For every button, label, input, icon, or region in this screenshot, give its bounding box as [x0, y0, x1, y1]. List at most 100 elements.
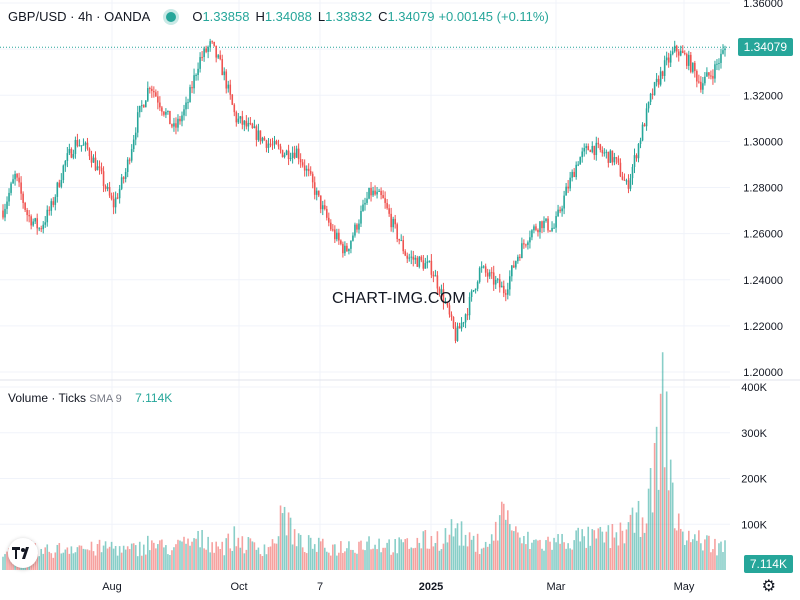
candle-body	[319, 195, 322, 210]
candle-body	[34, 218, 36, 222]
volume-bar	[40, 548, 43, 570]
volume-bar	[376, 549, 378, 570]
volume-bar	[165, 545, 167, 570]
volume-bar	[404, 539, 407, 570]
volume-bar	[54, 552, 57, 570]
candle-body	[354, 224, 356, 236]
volume-bar	[70, 546, 73, 570]
volume-bar	[149, 550, 151, 570]
candle-body	[523, 243, 525, 245]
volume-bar	[690, 542, 692, 570]
candle-body	[32, 221, 34, 226]
time-tick-label: Aug	[102, 581, 122, 593]
volume-bar	[402, 542, 405, 570]
volume-bar	[223, 555, 226, 570]
volume-bar	[167, 554, 169, 570]
candle-body	[696, 71, 698, 82]
candle-body	[456, 326, 459, 341]
change-value: +0.00145 (+0.11%)	[438, 9, 549, 24]
volume-bar	[400, 539, 403, 570]
volume-bar	[114, 545, 117, 570]
candle-body	[247, 122, 250, 127]
candle-body	[317, 190, 320, 196]
candle-body	[155, 92, 157, 97]
candle-body	[692, 62, 694, 72]
high-key: H	[255, 9, 265, 24]
candle-body	[661, 71, 664, 76]
volume-bar	[623, 543, 626, 570]
candle-body	[86, 142, 89, 149]
volume-bar	[231, 550, 234, 570]
candle-body	[702, 83, 704, 90]
candle-body	[472, 289, 475, 292]
candle-body	[2, 210, 4, 218]
volume-bar	[185, 543, 187, 570]
candle-body	[484, 266, 487, 273]
candle-body	[261, 137, 264, 142]
volume-bar	[484, 541, 487, 570]
volume-bar	[110, 541, 113, 570]
volume-bar	[724, 540, 726, 570]
candle-body	[128, 159, 131, 161]
candle-body	[704, 76, 706, 84]
candle-body	[547, 218, 549, 231]
volume-bar	[213, 552, 215, 570]
volume-bar	[161, 539, 163, 570]
volume-bar	[66, 547, 69, 570]
candle-body	[519, 256, 521, 258]
volume-bar	[712, 549, 714, 570]
volume-bar	[279, 505, 282, 570]
candle-body	[267, 143, 270, 148]
candle-body	[559, 209, 561, 212]
volume-bar	[555, 542, 557, 570]
candle-body	[577, 164, 579, 166]
volume-label[interactable]: Volume · Ticks	[8, 391, 87, 405]
volume-bar	[559, 543, 561, 570]
candle-body	[378, 190, 380, 192]
volume-bar	[305, 553, 308, 570]
volume-bar	[515, 526, 517, 570]
candle-body	[474, 288, 477, 290]
volume-bar	[643, 532, 646, 570]
candle-body	[138, 105, 141, 113]
candle-body	[647, 101, 650, 109]
candle-body	[98, 166, 101, 168]
candle-body	[70, 149, 73, 158]
volume-bar	[52, 557, 55, 570]
candle-body	[311, 173, 314, 183]
volume-bar	[108, 546, 111, 570]
candle-body	[297, 148, 300, 160]
volume-bar	[122, 545, 125, 570]
volume-bar	[394, 539, 396, 570]
candle-body	[348, 248, 350, 252]
volume-bar	[631, 507, 634, 570]
candle-body	[531, 230, 533, 238]
volume-bar	[257, 547, 260, 570]
candle-body	[241, 116, 244, 125]
candle-body	[615, 157, 618, 159]
volume-bar	[553, 537, 555, 570]
tradingview-logo-icon[interactable]	[8, 538, 38, 568]
volume-bar	[577, 527, 579, 570]
volume-bar	[217, 546, 219, 570]
candle-body	[639, 140, 642, 144]
volume-bar	[486, 546, 489, 570]
volume-bar	[297, 533, 300, 570]
candle-body	[587, 146, 590, 151]
candle-body	[165, 111, 167, 115]
settings-gear-icon[interactable]: ⚙	[761, 578, 776, 595]
symbol-title[interactable]: GBP/USD · 4h · OANDA	[8, 9, 151, 24]
volume-bar	[187, 538, 189, 570]
volume-bar	[189, 545, 191, 570]
volume-bar	[179, 540, 181, 570]
volume-bar	[211, 542, 213, 570]
volume-bar	[229, 548, 232, 570]
volume-bar	[685, 540, 688, 570]
volume-bar	[641, 517, 644, 570]
candle-body	[265, 140, 268, 148]
candle-body	[305, 168, 308, 171]
volume-bar	[235, 546, 238, 570]
open-value: 1.33858	[202, 9, 250, 24]
volume-value: 7.114K	[135, 391, 173, 405]
candle-body	[94, 157, 97, 171]
